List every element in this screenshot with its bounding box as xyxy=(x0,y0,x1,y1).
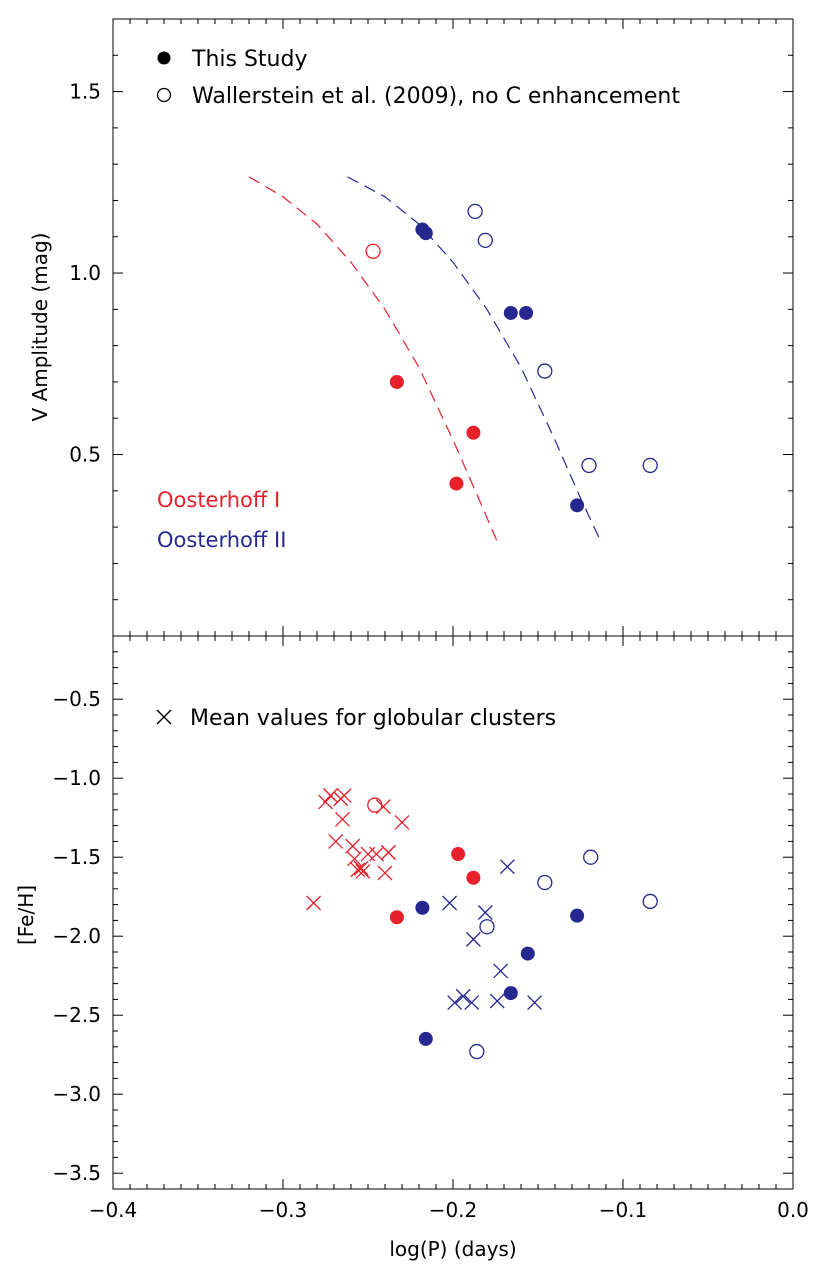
data-point-filled xyxy=(451,847,466,862)
data-point-filled xyxy=(503,986,518,1001)
data-point-filled xyxy=(570,498,585,513)
top-legend: This Study Wallerstein et al. (2009), no… xyxy=(156,47,680,109)
data-point-open xyxy=(642,457,658,474)
data-point-open xyxy=(581,457,597,474)
data-point-cross xyxy=(377,865,393,881)
data-point-open xyxy=(537,363,553,379)
data-point-cross xyxy=(442,895,458,911)
x-tick-label: −0.3 xyxy=(259,1198,308,1222)
data-point-cross xyxy=(360,846,376,862)
data-point-cross xyxy=(335,811,350,827)
data-point-filled xyxy=(466,425,481,440)
legend-cross-marker xyxy=(156,709,172,725)
legend-label-globular-clusters: Mean values for globular clusters xyxy=(190,706,556,731)
data-point-cross xyxy=(380,845,396,860)
top-panel-curves xyxy=(248,176,602,542)
y-tick-label: 1.5 xyxy=(69,80,101,104)
top-panel-ticks: 0.5 1.0 1.5 xyxy=(69,18,794,637)
top-panel-points xyxy=(365,203,658,513)
data-point-filled xyxy=(415,900,430,915)
data-point-cross xyxy=(323,788,339,804)
annotation-oosterhoff-1: Oosterhoff I xyxy=(157,488,280,512)
data-point-open xyxy=(537,874,553,891)
x-axis-label: log(P) (days) xyxy=(389,1237,516,1261)
x-tick-label: 0.0 xyxy=(777,1198,809,1222)
fit-curve-oosterhoff-1 xyxy=(248,176,498,542)
bottom-legend: Mean values for globular clusters xyxy=(156,706,556,731)
data-point-open xyxy=(477,232,493,249)
data-point-cross xyxy=(355,863,371,879)
bottom-panel-points xyxy=(306,788,658,1060)
y-tick-label: −2.5 xyxy=(52,1003,101,1027)
data-point-filled xyxy=(389,374,404,389)
data-point-cross xyxy=(328,833,344,849)
legend-label-wallerstein: Wallerstein et al. (2009), no C enhancem… xyxy=(192,84,680,109)
data-point-filled xyxy=(570,908,585,923)
data-point-cross xyxy=(394,814,410,830)
top-y-axis-label: V Amplitude (mag) xyxy=(28,233,52,422)
data-point-open xyxy=(583,849,599,865)
data-point-open xyxy=(479,919,495,935)
data-point-open xyxy=(469,1043,485,1060)
data-point-filled xyxy=(520,946,535,961)
y-tick-label: 1.0 xyxy=(69,261,101,285)
annotation-oosterhoff-2: Oosterhoff II xyxy=(157,528,286,552)
data-point-cross xyxy=(489,993,505,1009)
data-point-cross xyxy=(369,846,384,862)
x-tick-label: −0.4 xyxy=(89,1198,138,1222)
data-point-cross xyxy=(353,860,369,876)
data-point-cross xyxy=(447,995,463,1011)
fit-curve-oosterhoff-2 xyxy=(347,176,602,542)
data-point-filled xyxy=(503,305,518,320)
data-point-cross xyxy=(318,794,333,810)
x-tick-label: −0.1 xyxy=(599,1198,648,1222)
y-tick-label: 0.5 xyxy=(69,443,101,467)
data-point-filled xyxy=(418,226,433,241)
data-point-cross xyxy=(477,905,493,920)
data-point-open xyxy=(367,797,383,813)
data-point-cross xyxy=(345,838,361,854)
bottom-panel: −0.4 −0.3 −0.2 −0.1 0.0 −0.5 −1.0 −1.5 −2.0 −2.5 −… xyxy=(14,635,809,1261)
data-point-open xyxy=(467,203,483,220)
bottom-panel-ticks: −0.4 −0.3 −0.2 −0.1 0.0 −0.5 −1.0 −1.5 −2.0 −2.5 −… xyxy=(52,635,809,1222)
data-point-cross xyxy=(499,859,515,875)
y-tick-label: −3.5 xyxy=(52,1161,101,1185)
data-point-filled xyxy=(389,910,404,925)
y-tick-label: −1.0 xyxy=(52,766,101,790)
data-point-filled xyxy=(466,870,481,885)
top-panel: 0.5 1.0 1.5 This Study Wallerstein et al. … xyxy=(28,18,794,637)
data-point-cross xyxy=(493,963,509,979)
data-point-cross xyxy=(464,995,480,1011)
legend-open-circle-marker xyxy=(156,87,172,103)
y-tick-label: −1.5 xyxy=(52,845,101,869)
data-point-open xyxy=(642,893,658,910)
data-point-cross xyxy=(306,895,322,911)
x-tick-label: −0.2 xyxy=(429,1198,478,1222)
data-point-cross xyxy=(527,995,543,1011)
data-point-filled xyxy=(418,1031,433,1046)
data-point-cross xyxy=(455,988,471,1004)
legend-filled-circle-marker xyxy=(157,51,171,65)
y-tick-label: −0.5 xyxy=(52,687,101,711)
data-point-cross xyxy=(346,851,362,867)
data-point-cross xyxy=(336,788,352,804)
y-tick-label: −2.0 xyxy=(52,924,101,948)
data-point-filled xyxy=(449,476,464,491)
data-point-open xyxy=(365,243,381,259)
data-point-cross xyxy=(350,862,366,878)
data-point-filled xyxy=(519,305,534,320)
bottom-y-axis-label: [Fe/H] xyxy=(14,885,38,945)
y-tick-label: −3.0 xyxy=(52,1082,101,1106)
legend-label-this-study: This Study xyxy=(191,47,307,72)
data-point-cross xyxy=(465,931,481,947)
